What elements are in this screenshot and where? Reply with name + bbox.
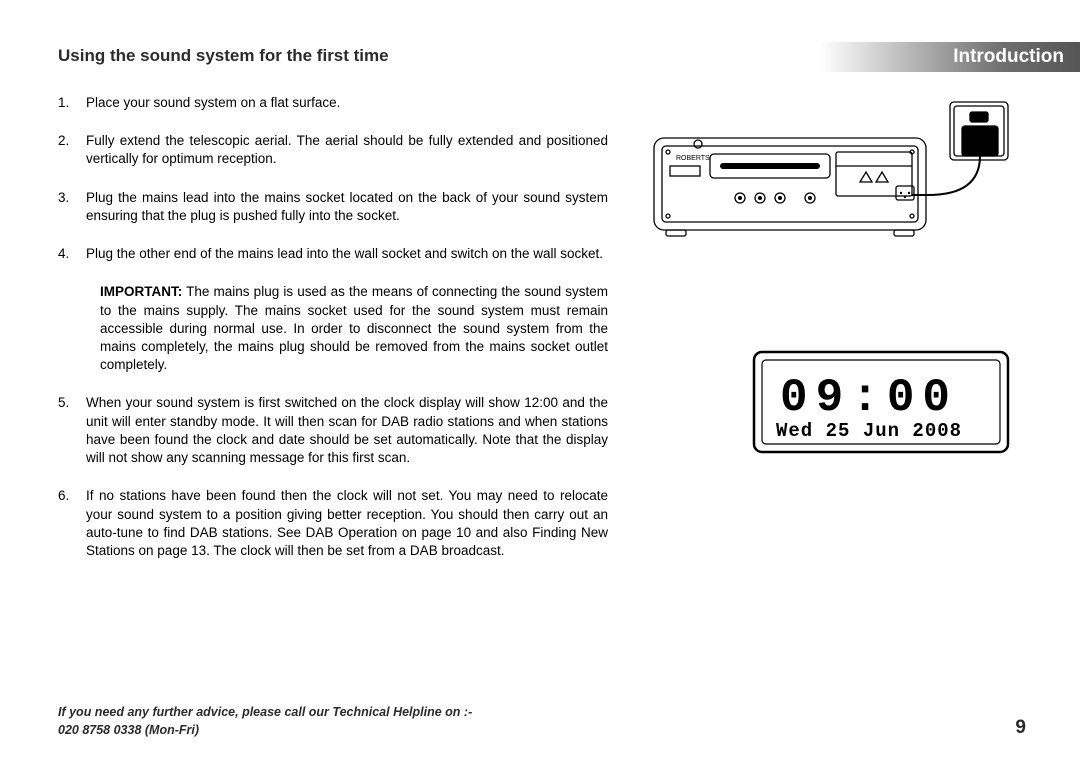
clock-display-illustration: 09:00 09:00 Wed 25 Jun 2008	[752, 350, 1010, 454]
section-tab: Introduction	[820, 42, 1080, 72]
helpline-line2: 020 8758 0338 (Mon-Fri)	[58, 722, 472, 740]
step-4: Plug the other end of the mains lead int…	[58, 245, 608, 263]
step-1: Place your sound system on a flat surfac…	[58, 94, 608, 112]
important-label: IMPORTANT:	[100, 284, 182, 299]
step-3: Plug the mains lead into the mains socke…	[58, 189, 608, 225]
clock-time-text: 09:00	[780, 372, 958, 424]
illustrations-column: ROBERTS	[638, 94, 1030, 580]
clock-date-text: Wed 25 Jun 2008	[776, 420, 962, 442]
section-title: Using the sound system for the first tim…	[58, 46, 389, 66]
step-2: Fully extend the telescopic aerial. The …	[58, 132, 608, 168]
step-5: When your sound system is first switched…	[58, 394, 608, 467]
step-6: If no stations have been found then the …	[58, 487, 608, 560]
steps-list-a: Place your sound system on a flat surfac…	[58, 94, 608, 374]
helpline-footer: If you need any further advice, please c…	[58, 704, 472, 739]
helpline-line1: If you need any further advice, please c…	[58, 704, 472, 722]
instructions-column: Place your sound system on a flat surfac…	[58, 94, 608, 580]
device-brand-text: ROBERTS	[676, 155, 710, 162]
important-note: IMPORTANT: The mains plug is used as the…	[58, 283, 608, 374]
steps-list-b: When your sound system is first switched…	[58, 394, 608, 560]
page-number: 9	[1015, 717, 1026, 739]
intro-label: Introduction	[953, 46, 1064, 68]
device-illustration: ROBERTS	[650, 100, 1030, 240]
